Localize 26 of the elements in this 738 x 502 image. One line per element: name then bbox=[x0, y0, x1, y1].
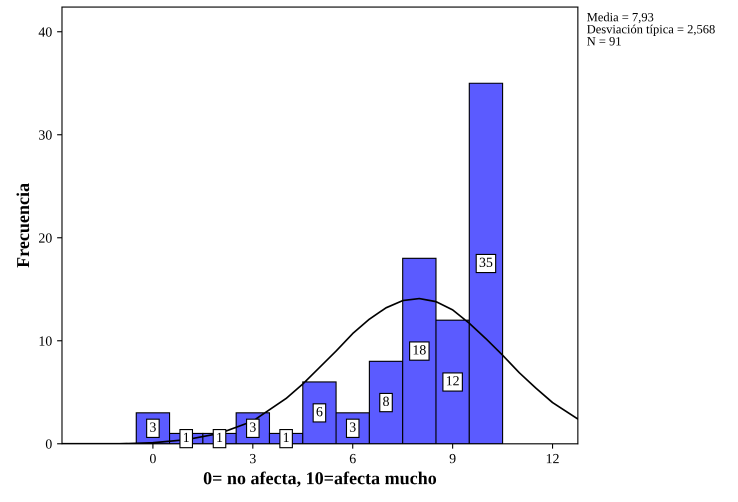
y-tick-label: 20 bbox=[38, 233, 52, 243]
x-axis-title: 0= no afecta, 10=afecta mucho bbox=[204, 471, 436, 487]
x-tick-label: 9 bbox=[450, 454, 456, 464]
data-label: 6 bbox=[316, 407, 322, 416]
data-label: 1 bbox=[217, 432, 222, 442]
data-label: 3 bbox=[350, 422, 356, 432]
y-tick-label: 40 bbox=[38, 27, 52, 37]
data-label: 12 bbox=[446, 376, 459, 386]
text: Desviación típica = 2,568 bbox=[587, 24, 715, 36]
y-tick-label: 30 bbox=[39, 130, 52, 140]
y-tick-label: 10 bbox=[40, 336, 52, 346]
data-label: 3 bbox=[150, 422, 156, 432]
data-label: 8 bbox=[383, 396, 389, 406]
y-axis-title: Frecuencia bbox=[16, 183, 30, 268]
data-label: 3 bbox=[250, 422, 256, 432]
text: Media = 7,93 bbox=[587, 12, 654, 24]
x-tick-label: 12 bbox=[546, 454, 559, 464]
data-label: 1 bbox=[284, 432, 289, 442]
text: N = 91 bbox=[587, 37, 621, 46]
data-label: 1 bbox=[184, 432, 189, 442]
data-label: 18 bbox=[414, 345, 426, 355]
y-tick-label: 0 bbox=[46, 439, 52, 449]
x-tick-label: 3 bbox=[250, 454, 256, 464]
data-label: 35 bbox=[480, 258, 492, 267]
x-tick-label: 6 bbox=[350, 454, 356, 464]
x-tick-label: 0 bbox=[150, 454, 156, 464]
